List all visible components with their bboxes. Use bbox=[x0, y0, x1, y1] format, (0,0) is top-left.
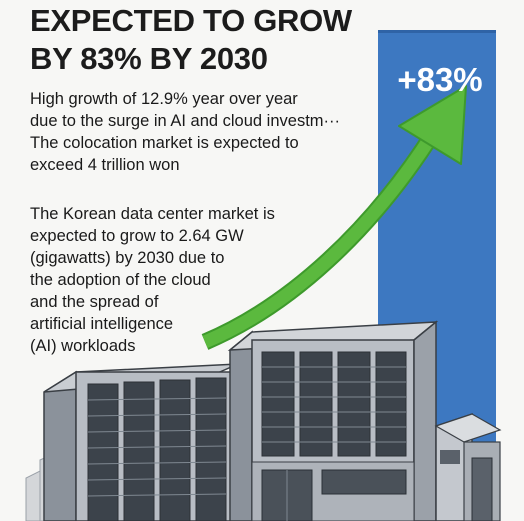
paragraph-line: The Korean data center market is bbox=[30, 205, 275, 223]
headline-line-1: EXPECTED TO GROW bbox=[30, 3, 352, 38]
paragraph-line: artificial intelligence bbox=[30, 315, 174, 333]
growth-badge: +83% bbox=[397, 61, 483, 98]
headline-line-2: BY 83% BY 2030 bbox=[30, 41, 268, 76]
growth-paragraph: High growth of 12.9% year over year due … bbox=[30, 88, 340, 176]
paragraph-line: and the spread of bbox=[30, 293, 159, 311]
headline: EXPECTED TO GROW BY 83% BY 2030 bbox=[30, 2, 360, 78]
paragraph-line: expected to grow to 2.64 GW bbox=[30, 227, 244, 245]
paragraph-line: exceed 4 trillion won bbox=[30, 156, 180, 174]
paragraph-line: The colocation market is expected to bbox=[30, 134, 299, 152]
paragraph-line: due to the surge in AI and cloud investm… bbox=[30, 112, 341, 130]
growth-arrow-icon bbox=[201, 85, 467, 350]
paragraph-line: (AI) workloads bbox=[30, 337, 136, 355]
paragraph-line: (gigawatts) by 2030 due to bbox=[30, 249, 225, 267]
paragraph-line: High growth of 12.9% year over year bbox=[30, 90, 298, 108]
market-paragraph: The Korean data center market is expecte… bbox=[30, 203, 275, 357]
data-center-building-icon bbox=[43, 320, 502, 521]
paragraph-line: the adoption of the cloud bbox=[30, 271, 211, 289]
